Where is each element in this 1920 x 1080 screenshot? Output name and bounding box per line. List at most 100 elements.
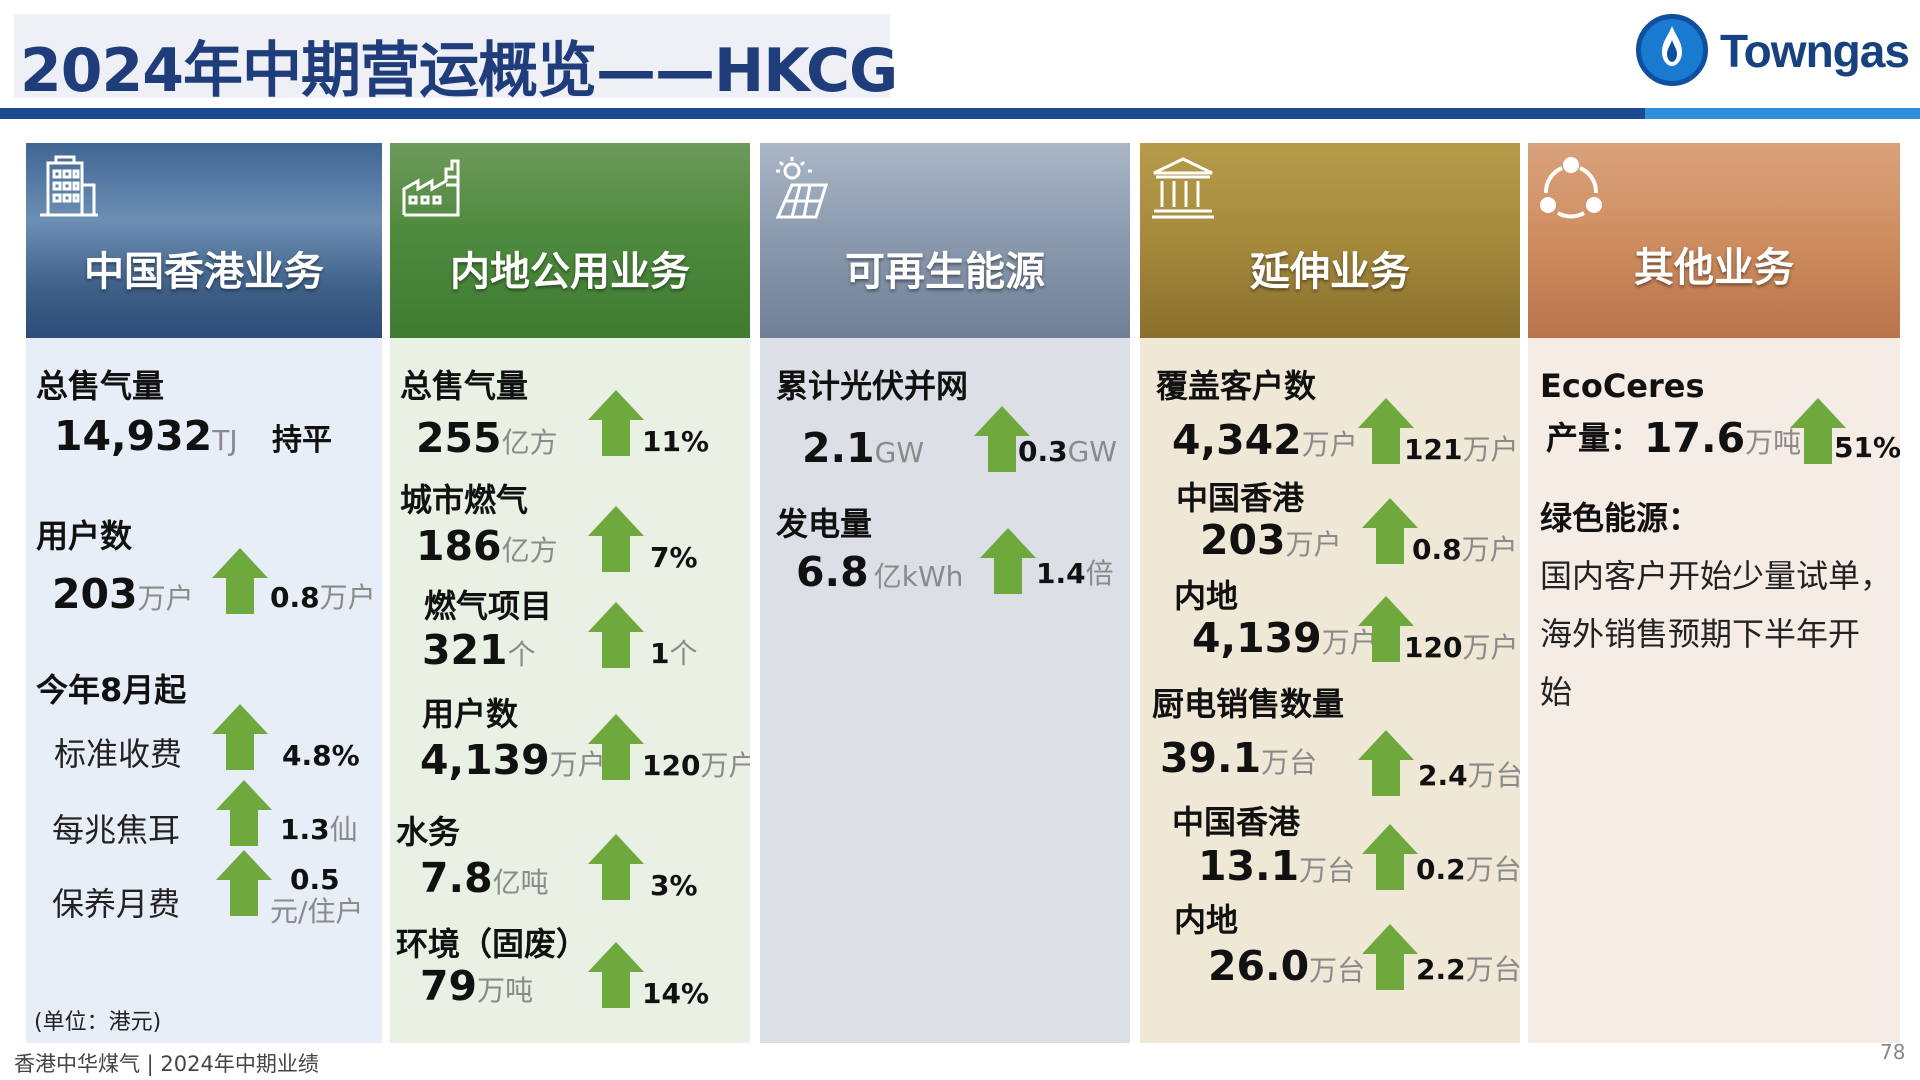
water-change: 3% — [650, 869, 698, 902]
appliance-ml-value: 26.0万台 — [1208, 942, 1366, 990]
column-title: 其他业务 — [1634, 245, 1794, 291]
column-other-business: 其他业务 EcoCeres 产量： 17.6万吨 51% 绿色能源： 国内客户开… — [1528, 143, 1900, 1043]
institution-icon — [1152, 157, 1214, 219]
towngas-logo: Towngas — [1636, 12, 1910, 92]
output-label: 产量： — [1546, 419, 1643, 457]
column-renewable-energy: 可再生能源 累计光伏并网 2.1GW 0.3GW 发电量 6.8 亿kWh 1.… — [760, 143, 1130, 1043]
power-generation-label: 发电量 — [776, 505, 873, 543]
users-label: 用户数 — [422, 695, 519, 733]
column-title: 延伸业务 — [1250, 249, 1410, 295]
maintenance-fee-label: 保养月费 — [52, 885, 181, 923]
appliance-ml-change: 2.2万台 — [1416, 953, 1520, 986]
coverage-label: 覆盖客户数 — [1156, 367, 1317, 405]
column-title: 内地公用业务 — [450, 249, 690, 295]
unit-note: (单位：港元) — [34, 1010, 162, 1035]
gas-sales-value: 255亿方 — [416, 414, 558, 462]
column-hk-business: 中国香港业务 总售气量 14,932TJ 持平 用户数 203万户 0.8万户 … — [26, 143, 382, 1043]
maintenance-fee-change: 0.5 — [290, 863, 340, 896]
up-arrow-icon — [1358, 730, 1414, 796]
up-arrow-icon — [1358, 398, 1414, 464]
up-arrow-icon — [588, 714, 644, 780]
users-change: 120万户 — [642, 749, 750, 782]
header-rule-accent — [1645, 108, 1920, 119]
column-header: 中国香港业务 — [26, 143, 382, 338]
column-body: 总售气量 14,932TJ 持平 用户数 203万户 0.8万户 今年8月起 标… — [26, 338, 382, 1043]
gas-sales-change: 11% — [642, 425, 710, 458]
maintenance-fee-unit: 元/住户 — [270, 895, 364, 928]
up-arrow-icon — [588, 506, 644, 572]
column-mainland-utilities: 内地公用业务 总售气量 255亿方 11% 城市燃气 186亿方 7% 燃气项目… — [390, 143, 750, 1043]
customers-value: 203万户 — [52, 570, 194, 618]
city-gas-label: 城市燃气 — [400, 481, 529, 519]
footer-text: 香港中华煤气 | 2024年中期业绩 — [14, 1052, 319, 1076]
column-header: 延伸业务 — [1140, 143, 1520, 338]
green-energy-text-line: 国内客户开始少量试单， — [1540, 557, 1893, 595]
water-label: 水务 — [396, 813, 461, 851]
output-value: 17.6万吨 — [1644, 414, 1802, 462]
green-energy-text-line: 始 — [1540, 673, 1573, 711]
gas-sales-label: 总售气量 — [400, 367, 529, 405]
column-header: 内地公用业务 — [390, 143, 750, 338]
green-energy-label: 绿色能源： — [1540, 499, 1701, 537]
per-mj-label: 每兆焦耳 — [52, 811, 181, 849]
column-title: 中国香港业务 — [84, 249, 324, 295]
appliance-sales-change: 2.4万台 — [1418, 759, 1520, 792]
ml-customers-label: 内地 — [1174, 577, 1239, 615]
up-arrow-icon — [1362, 498, 1418, 564]
appliance-hk-label: 中国香港 — [1172, 803, 1301, 841]
environment-change: 14% — [642, 977, 710, 1010]
coverage-value: 4,342万户 — [1172, 416, 1358, 464]
users-value: 4,139万户 — [420, 736, 606, 784]
flame-logo-icon — [1662, 26, 1682, 66]
pv-grid-change: 0.3GW — [1018, 435, 1117, 468]
gas-sales-value: 14,932TJ — [54, 412, 238, 460]
up-arrow-icon — [1362, 924, 1418, 990]
column-body: 累计光伏并网 2.1GW 0.3GW 发电量 6.8 亿kWh 1.4倍 — [760, 338, 1130, 1043]
environment-value: 79万吨 — [420, 962, 534, 1010]
gas-projects-value: 321个 — [422, 626, 536, 674]
green-energy-text-line: 海外销售预期下半年开 — [1540, 615, 1861, 653]
network-cycle-icon — [1540, 157, 1602, 219]
hk-customers-change: 0.8万户 — [1412, 533, 1518, 566]
up-arrow-icon — [216, 850, 272, 916]
column-body: EcoCeres 产量： 17.6万吨 51% 绿色能源： 国内客户开始少量试单… — [1528, 338, 1900, 1043]
up-arrow-icon — [974, 406, 1030, 472]
tariff-label: 今年8月起 — [36, 671, 187, 709]
up-arrow-icon — [588, 834, 644, 900]
appliance-sales-label: 厨电销售数量 — [1152, 685, 1345, 723]
customers-label: 用户数 — [36, 517, 133, 555]
per-mj-change: 1.3仙 — [280, 813, 358, 846]
appliance-hk-value: 13.1万台 — [1198, 842, 1356, 890]
column-body: 总售气量 255亿方 11% 城市燃气 186亿方 7% 燃气项目 321个 1… — [390, 338, 750, 1043]
solar-panel-icon — [775, 157, 829, 219]
hk-customers-value: 203万户 — [1200, 516, 1342, 564]
column-header: 可再生能源 — [760, 143, 1130, 338]
factory-icon — [402, 159, 460, 217]
standard-fee-label: 标准收费 — [54, 735, 183, 773]
ecoceres-label: EcoCeres — [1540, 367, 1705, 405]
up-arrow-icon — [1790, 398, 1846, 464]
up-arrow-icon — [216, 780, 272, 846]
gas-sales-label: 总售气量 — [36, 367, 165, 405]
appliance-hk-change: 0.2万台 — [1416, 853, 1520, 886]
logo-text: Towngas — [1720, 25, 1910, 77]
water-value: 7.8亿吨 — [420, 854, 549, 902]
up-arrow-icon — [212, 548, 268, 614]
pv-grid-label: 累计光伏并网 — [776, 367, 969, 405]
up-arrow-icon — [212, 704, 268, 770]
ml-customers-value: 4,139万户 — [1192, 614, 1378, 662]
column-body: 覆盖客户数 4,342万户 121万户 中国香港 203万户 0.8万户 内地 … — [1140, 338, 1520, 1043]
output-change: 51% — [1834, 431, 1900, 464]
appliance-sales-value: 39.1万台 — [1160, 734, 1318, 782]
up-arrow-icon — [588, 942, 644, 1008]
gas-projects-change: 1个 — [650, 637, 698, 670]
city-gas-value: 186亿方 — [416, 522, 558, 570]
page-number: 78 — [1880, 1040, 1906, 1064]
city-gas-change: 7% — [650, 541, 698, 574]
up-arrow-icon — [1358, 596, 1414, 662]
column-extended-business: 延伸业务 覆盖客户数 4,342万户 121万户 中国香港 203万户 0.8万… — [1140, 143, 1520, 1043]
title-banner: 2024年中期营运概览——HKCG — [14, 14, 898, 106]
page-title: 2024年中期营运概览——HKCG — [20, 36, 898, 106]
environment-label: 环境（固废） — [396, 925, 589, 963]
pv-grid-value: 2.1GW — [802, 424, 925, 472]
